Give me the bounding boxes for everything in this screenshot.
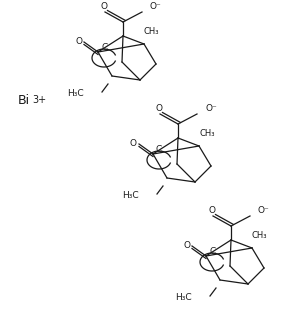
Text: C: C — [101, 43, 107, 51]
Text: CH₃: CH₃ — [199, 130, 215, 139]
Text: O: O — [130, 139, 137, 148]
Text: H₃C: H₃C — [67, 89, 84, 98]
Text: 3+: 3+ — [32, 95, 46, 105]
Text: CH₃: CH₃ — [144, 27, 160, 36]
Text: O⁻: O⁻ — [205, 104, 217, 113]
Text: O: O — [155, 104, 162, 113]
Text: C: C — [156, 144, 162, 153]
Text: H₃C: H₃C — [175, 293, 192, 301]
Text: Bi: Bi — [18, 93, 30, 107]
Text: O: O — [101, 2, 108, 11]
Text: O⁻: O⁻ — [258, 206, 270, 215]
Text: O: O — [183, 241, 190, 249]
Text: O: O — [75, 36, 82, 46]
Text: O⁻: O⁻ — [150, 2, 162, 11]
Text: CH₃: CH₃ — [252, 232, 267, 241]
Text: O: O — [209, 206, 215, 215]
Text: C: C — [209, 246, 215, 255]
Text: H₃C: H₃C — [122, 191, 139, 200]
